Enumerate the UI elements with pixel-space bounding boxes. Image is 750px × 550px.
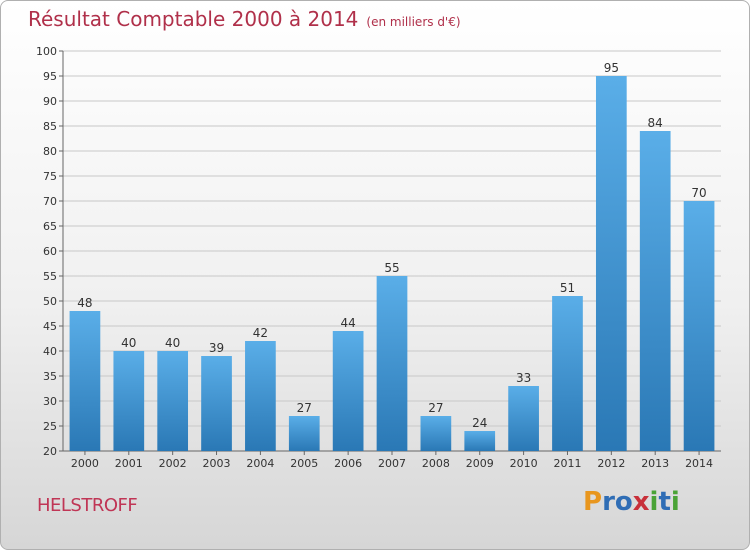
x-tick-labels: 2000 2001 2002 2003 2004 2005 2006 2007 2008 2009… <box>71 457 713 470</box>
bar-2005 <box>288 416 320 451</box>
bar-2011 <box>552 296 583 451</box>
logo-letter: r <box>602 487 615 517</box>
x-tick-label: 2002 <box>159 457 187 470</box>
chart-title: Résultat Comptable 2000 à 2014 (en millie… <box>28 7 461 31</box>
logo-letter: P <box>583 487 603 517</box>
bar-2013 <box>639 131 671 451</box>
x-tick-label: 2011 <box>553 457 581 470</box>
y-tick-label: 85 <box>43 120 57 133</box>
y-tick-label: 45 <box>43 320 57 333</box>
y-tick-label: 50 <box>43 295 57 308</box>
x-tick-label: 2008 <box>422 457 450 470</box>
bar-2006 <box>332 331 364 451</box>
bar-2014 <box>683 201 715 451</box>
y-tick-label: 55 <box>43 270 57 283</box>
x-tick-label: 2006 <box>334 457 362 470</box>
y-tick-label: 70 <box>43 195 57 208</box>
logo-letter: t <box>658 487 671 517</box>
data-label: 44 <box>340 316 355 330</box>
x-tick-label: 2007 <box>378 457 406 470</box>
logo-letter: o <box>614 487 633 517</box>
data-label: 27 <box>428 401 443 415</box>
data-label: 33 <box>516 371 531 385</box>
x-tick-label: 2009 <box>466 457 494 470</box>
y-tick-label: 35 <box>43 370 57 383</box>
x-tick-label: 2013 <box>641 457 669 470</box>
bar-2002 <box>157 351 189 451</box>
y-tick-label: 100 <box>36 45 57 58</box>
y-tick-label: 25 <box>43 420 57 433</box>
bar-2001 <box>113 351 145 451</box>
y-tick-label: 75 <box>43 170 57 183</box>
title-text: Résultat Comptable 2000 à 2014 <box>28 7 359 31</box>
y-tick-labels: 20 25 30 35 40 45 50 55 60 65 70 75 80 85 90 95 100 <box>36 45 57 458</box>
proxiti-logo: Proxiti <box>583 487 680 517</box>
data-label: 27 <box>297 401 312 415</box>
data-label: 42 <box>253 326 268 340</box>
data-labels: 48 40 40 39 42 27 44 55 27 24 33 51 95 84 70 <box>77 61 706 430</box>
bar-2009 <box>464 431 496 451</box>
bar-2010 <box>508 386 539 451</box>
y-tick-label: 40 <box>43 345 57 358</box>
data-label: 95 <box>604 61 619 75</box>
x-tick-label: 2003 <box>203 457 231 470</box>
bar-2012 <box>595 76 627 451</box>
data-label: 48 <box>77 296 92 310</box>
data-label: 40 <box>165 336 180 350</box>
bar-2004 <box>245 341 276 451</box>
x-tick-label: 2004 <box>246 457 274 470</box>
x-tick-label: 2001 <box>115 457 143 470</box>
bar-2000 <box>69 311 101 451</box>
location-label: HELSTROFF <box>37 495 138 516</box>
y-tick-label: 90 <box>43 95 57 108</box>
y-tick-label: 95 <box>43 70 57 83</box>
data-label: 55 <box>384 261 399 275</box>
data-label: 70 <box>691 186 706 200</box>
logo-letter: i <box>670 487 680 517</box>
x-tick-label: 2010 <box>510 457 538 470</box>
x-tick-label: 2012 <box>597 457 625 470</box>
logo-letter: x <box>632 487 650 517</box>
y-tick-label: 60 <box>43 245 57 258</box>
data-label: 84 <box>648 116 663 130</box>
x-tick-label: 2014 <box>685 457 713 470</box>
bars <box>69 76 715 451</box>
data-label: 40 <box>121 336 136 350</box>
y-tick-label: 20 <box>43 445 57 458</box>
x-tick-label: 2000 <box>71 457 99 470</box>
y-tick-label: 80 <box>43 145 57 158</box>
logo-letter: i <box>649 487 659 517</box>
data-label: 51 <box>560 281 575 295</box>
data-label: 24 <box>472 416 487 430</box>
unit-label: (en milliers d'€) <box>366 15 461 29</box>
x-tick-label: 2005 <box>290 457 318 470</box>
y-tick-label: 30 <box>43 395 57 408</box>
data-label: 39 <box>209 341 224 355</box>
y-tick-label: 65 <box>43 220 57 233</box>
bar-2007 <box>376 276 408 451</box>
bar-2008 <box>420 416 452 451</box>
bar-2003 <box>201 356 232 451</box>
